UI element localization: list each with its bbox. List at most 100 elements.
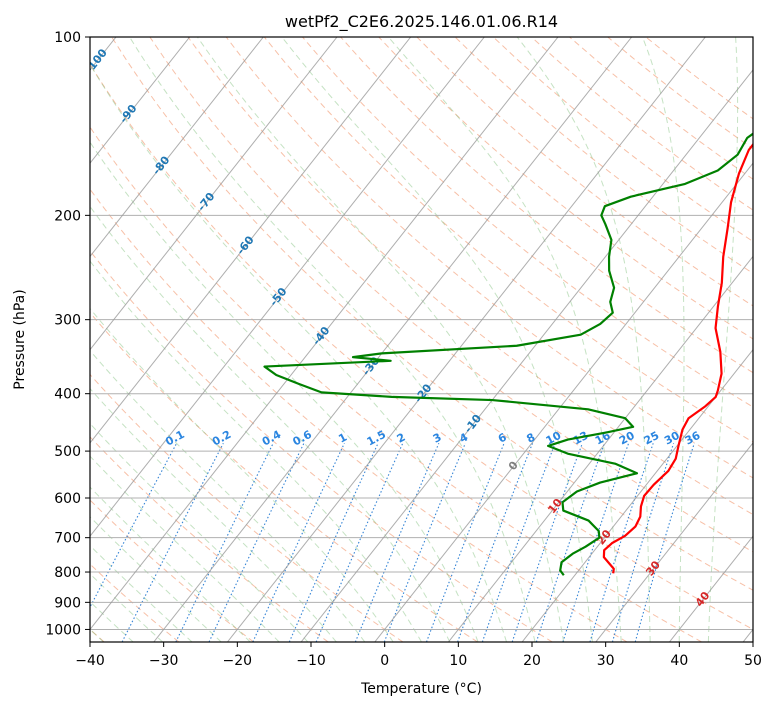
y-tick-label: 200: [54, 208, 81, 224]
moist-adiabat-line: [129, 37, 536, 642]
mixing-ratio-label: 20: [617, 429, 637, 448]
moist-adiabat-line: [90, 486, 251, 642]
moist-adiabat-line: [90, 516, 222, 642]
moist-adiabat-line: [90, 455, 280, 642]
dry-adiabat-line: [90, 250, 553, 642]
y-axis: 100 200 300 400 500 600 700 800 900 1000: [45, 30, 90, 638]
mixing-ratio-line: [175, 443, 274, 642]
mixing-ratio-line: [457, 443, 534, 642]
mixing-ratio-line: [288, 443, 379, 642]
dry-adiabat-line: [90, 188, 628, 642]
dry-adiabat-line: [187, 37, 753, 516]
isotherm-line: [153, 37, 633, 642]
y-tick-label: 1000: [45, 622, 81, 638]
isotherm-line: [374, 162, 753, 642]
isotherm-line: [90, 37, 485, 538]
plot-area: -100-90-80-70-60-50-40-30-20-10010203040…: [90, 37, 753, 642]
mixing-ratio-line: [354, 443, 440, 642]
moist-adiabat-line: [90, 260, 422, 642]
x-tick-label: 40: [670, 653, 688, 669]
mixing-ratio-line: [208, 443, 305, 642]
mixing-ratio-line: [511, 443, 583, 642]
chart-title: wetPf2_C2E6.2025.146.01.06.R14: [285, 12, 558, 32]
dry-adiabat-line: [111, 37, 753, 591]
isotherm-line: [90, 37, 559, 631]
isotherm-line: [227, 37, 706, 642]
x-tick-label: 30: [597, 653, 615, 669]
moist-adiabat-line: [90, 141, 479, 642]
moist-adiabat-line: [90, 63, 508, 642]
moist-adiabat-line: [516, 37, 651, 642]
moist-adiabat-line: [387, 37, 622, 642]
y-tick-label: 600: [54, 491, 81, 507]
moist-adiabat-line: [90, 349, 366, 642]
moist-adiabat-line: [707, 37, 739, 642]
mixing-ratio-label: 36: [683, 429, 703, 448]
isotherm-line: [90, 37, 412, 444]
dry-adiabat-line: [90, 436, 329, 642]
mixing-ratio-line: [481, 443, 556, 642]
moist-adiabats: [90, 37, 739, 642]
isotherm-line: [521, 348, 753, 642]
x-tick-label: −30: [149, 653, 179, 669]
moist-adiabat-line: [90, 307, 394, 642]
mixing-ratio-line: [121, 443, 224, 642]
dry-adiabat-line: [340, 37, 753, 374]
dry-adiabat-line: [263, 37, 753, 443]
y-tick-label: 900: [54, 595, 81, 611]
moist-adiabat-line: [90, 422, 309, 642]
x-tick-label: −10: [296, 653, 326, 669]
isotherm-line: [595, 442, 753, 642]
x-axis-title: Temperature (°C): [360, 681, 482, 697]
sounding-profiles: [263, 132, 753, 576]
mixing-ratio-lines: [90, 443, 695, 642]
x-tick-label: −20: [223, 653, 253, 669]
x-tick-label: 20: [523, 653, 541, 669]
temperature-profile: [602, 142, 753, 574]
dry-adiabat-line: [90, 563, 180, 642]
dry-adiabat-line: [225, 37, 753, 479]
isotherm-line: [448, 255, 753, 642]
moist-adiabat-line: [90, 573, 163, 642]
y-tick-label: 800: [54, 565, 81, 581]
mixing-ratio-line: [611, 443, 675, 642]
plot-frame: [89, 36, 754, 643]
pressure-gridlines: [90, 37, 753, 630]
dry-adiabat-line: [90, 126, 703, 642]
y-tick-label: 700: [54, 531, 81, 547]
isotherm-line: [669, 535, 753, 642]
x-tick-label: 0: [380, 653, 389, 669]
dry-adiabat-line: [302, 37, 753, 408]
moist-adiabat-line: [642, 37, 685, 642]
dewpoint-profile: [263, 132, 753, 576]
y-tick-label: 500: [54, 444, 81, 460]
x-tick-label: 50: [744, 653, 762, 669]
mixing-ratio-line: [589, 443, 654, 642]
isotherm-line: [300, 69, 753, 642]
y-tick-label: 400: [54, 387, 81, 403]
moist-adiabat-line: [90, 544, 193, 642]
y-tick-label: 300: [54, 313, 81, 329]
x-tick-label: 10: [449, 653, 467, 669]
x-tick-label: −40: [75, 653, 105, 669]
isotherm-line: [90, 37, 191, 165]
isotherm-line: [90, 37, 264, 258]
mixing-ratio-line: [634, 443, 695, 642]
moist-adiabat-line: [196, 37, 565, 642]
dry-adiabat-line: [149, 37, 753, 553]
mixing-ratio-line: [425, 443, 505, 642]
y-axis-title: Pressure (hPa): [12, 289, 28, 389]
mixing-ratio-label: 25: [642, 429, 662, 448]
x-axis: −40 −30 −20 −10 0 10 20 30 40 50: [75, 642, 762, 669]
y-tick-label: 100: [54, 30, 81, 46]
dry-adiabat-line: [90, 311, 478, 642]
moist-adiabat-line: [281, 37, 593, 642]
mixing-ratio-line: [252, 443, 345, 642]
mixing-ratio-label: 30: [662, 429, 682, 448]
isotherms: [90, 37, 753, 642]
dry-adiabat-line: [90, 63, 753, 631]
moist-adiabat-line: [90, 205, 451, 642]
isotherm-line: [90, 37, 338, 351]
